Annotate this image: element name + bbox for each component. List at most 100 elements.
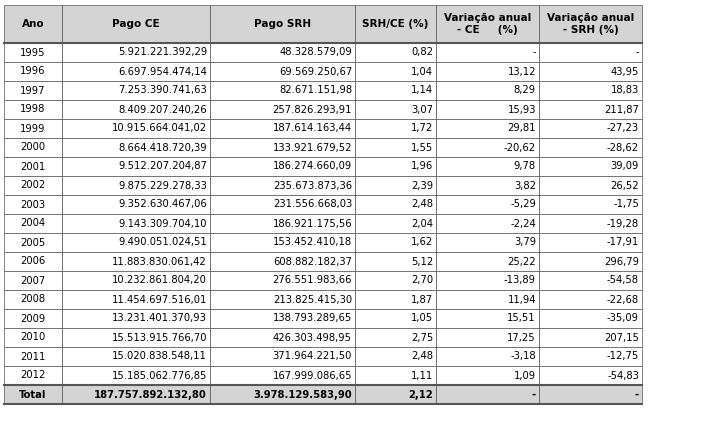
Bar — [436, 119, 539, 138]
Bar — [355, 347, 436, 366]
Bar — [355, 81, 436, 100]
Text: -20,62: -20,62 — [504, 143, 536, 153]
Bar — [436, 214, 539, 233]
Bar — [539, 252, 642, 271]
Bar — [62, 290, 210, 309]
Bar — [355, 100, 436, 119]
Bar — [539, 271, 642, 290]
Bar — [355, 5, 436, 43]
Text: 138.793.289,65: 138.793.289,65 — [273, 313, 352, 324]
Bar — [4, 43, 62, 62]
Bar — [436, 309, 539, 328]
Text: -1,75: -1,75 — [613, 200, 639, 210]
Text: 9.490.051.024,51: 9.490.051.024,51 — [118, 238, 207, 248]
Text: 1,09: 1,09 — [514, 371, 536, 381]
Bar — [62, 119, 210, 138]
Bar — [62, 385, 210, 404]
Text: 3,07: 3,07 — [411, 105, 433, 115]
Bar — [210, 157, 355, 176]
Text: 2012: 2012 — [21, 371, 46, 381]
Text: 608.882.182,37: 608.882.182,37 — [273, 256, 352, 266]
Bar — [62, 309, 210, 328]
Bar — [210, 176, 355, 195]
Bar — [210, 252, 355, 271]
Bar — [539, 328, 642, 347]
Text: 2,39: 2,39 — [411, 181, 433, 191]
Bar — [539, 81, 642, 100]
Bar — [355, 119, 436, 138]
Bar — [210, 62, 355, 81]
Bar — [62, 195, 210, 214]
Bar — [539, 195, 642, 214]
Text: 2011: 2011 — [21, 351, 46, 361]
Text: 2008: 2008 — [21, 294, 45, 304]
Text: 2,48: 2,48 — [411, 200, 433, 210]
Bar — [62, 43, 210, 62]
Text: 167.999.086,65: 167.999.086,65 — [272, 371, 352, 381]
Bar — [62, 366, 210, 385]
Bar — [539, 62, 642, 81]
Text: 29,81: 29,81 — [508, 123, 536, 133]
Text: 15.185.062.776,85: 15.185.062.776,85 — [112, 371, 207, 381]
Text: 82.671.151,98: 82.671.151,98 — [279, 85, 352, 95]
Bar — [355, 252, 436, 271]
Text: 187.614.163,44: 187.614.163,44 — [273, 123, 352, 133]
Text: Ano: Ano — [22, 19, 45, 29]
Text: 15.513.915.766,70: 15.513.915.766,70 — [112, 333, 207, 343]
Text: 8.664.418.720,39: 8.664.418.720,39 — [118, 143, 207, 153]
Bar — [62, 81, 210, 100]
Text: 9.352.630.467,06: 9.352.630.467,06 — [118, 200, 207, 210]
Bar — [210, 195, 355, 214]
Bar — [355, 271, 436, 290]
Text: 1,72: 1,72 — [411, 123, 433, 133]
Text: 69.569.250,67: 69.569.250,67 — [279, 67, 352, 76]
Bar — [62, 157, 210, 176]
Text: -28,62: -28,62 — [607, 143, 639, 153]
Bar — [210, 138, 355, 157]
Text: 15,93: 15,93 — [508, 105, 536, 115]
Text: -17,91: -17,91 — [607, 238, 639, 248]
Bar — [436, 233, 539, 252]
Text: -12,75: -12,75 — [607, 351, 639, 361]
Bar — [355, 157, 436, 176]
Text: 2007: 2007 — [21, 276, 46, 286]
Bar — [210, 347, 355, 366]
Text: 186.274.660,09: 186.274.660,09 — [273, 161, 352, 171]
Text: 1999: 1999 — [21, 123, 46, 133]
Bar — [539, 100, 642, 119]
Text: Variação anual
- SRH (%): Variação anual - SRH (%) — [547, 13, 634, 35]
Text: Total: Total — [19, 389, 47, 399]
Text: 1995: 1995 — [21, 48, 46, 58]
Text: -: - — [636, 48, 639, 58]
Bar — [436, 252, 539, 271]
Text: 6.697.954.474,14: 6.697.954.474,14 — [118, 67, 207, 76]
Text: 5.921.221.392,29: 5.921.221.392,29 — [118, 48, 207, 58]
Text: 2005: 2005 — [21, 238, 46, 248]
Bar — [62, 328, 210, 347]
Text: 9.512.207.204,87: 9.512.207.204,87 — [118, 161, 207, 171]
Bar — [210, 100, 355, 119]
Text: 11.883.830.061,42: 11.883.830.061,42 — [112, 256, 207, 266]
Text: 11.454.697.516,01: 11.454.697.516,01 — [112, 294, 207, 304]
Bar — [62, 271, 210, 290]
Bar — [62, 252, 210, 271]
Text: 2004: 2004 — [21, 218, 45, 228]
Text: 10.232.861.804,20: 10.232.861.804,20 — [112, 276, 207, 286]
Text: 1,14: 1,14 — [411, 85, 433, 95]
Bar — [210, 233, 355, 252]
Bar — [539, 43, 642, 62]
Bar — [436, 385, 539, 404]
Text: 3.978.129.583,90: 3.978.129.583,90 — [253, 389, 352, 399]
Text: 43,95: 43,95 — [611, 67, 639, 76]
Text: 1,62: 1,62 — [411, 238, 433, 248]
Text: 2,48: 2,48 — [411, 351, 433, 361]
Text: 2009: 2009 — [21, 313, 46, 324]
Bar — [436, 366, 539, 385]
Bar — [62, 347, 210, 366]
Text: 207,15: 207,15 — [604, 333, 639, 343]
Text: 15,51: 15,51 — [508, 313, 536, 324]
Text: 2010: 2010 — [21, 333, 46, 343]
Bar — [436, 195, 539, 214]
Bar — [436, 62, 539, 81]
Text: -19,28: -19,28 — [607, 218, 639, 228]
